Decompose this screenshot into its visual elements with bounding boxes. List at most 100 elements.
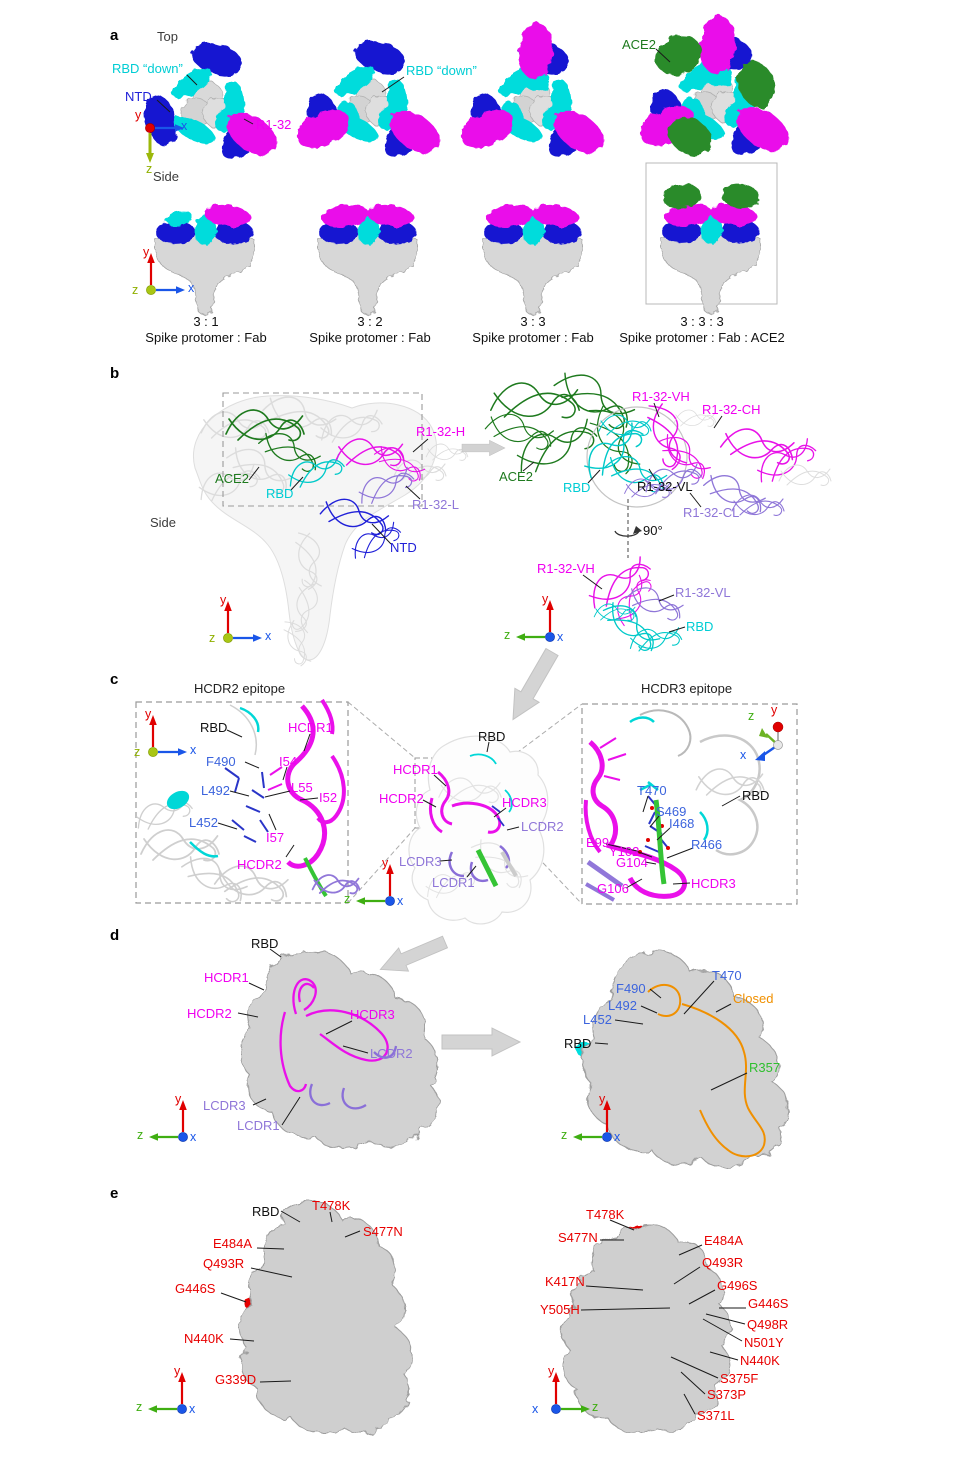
- label-b-vl-rot: R1-32-VL: [675, 585, 731, 600]
- axes-panel-e-left: [146, 1370, 188, 1415]
- label-e2-s373p: S373P: [707, 1387, 747, 1402]
- label-e2-k417n: K417N: [545, 1274, 585, 1289]
- label-e2-e484a: E484A: [704, 1233, 744, 1248]
- label-cm-rbd: RBD: [478, 729, 506, 744]
- label-ace2: ACE2: [622, 37, 656, 52]
- label-e2-y505h: Y505H: [540, 1302, 580, 1317]
- label-b-cl: R1-32-CL: [683, 505, 740, 520]
- axis-x-label: x: [190, 1130, 197, 1144]
- label-b-vh: R1-32-VH: [632, 389, 690, 404]
- axis-z-label: z: [132, 283, 139, 297]
- label-b-r1-32-h: R1-32-H: [416, 424, 466, 439]
- label-b-vh-rot: R1-32-VH: [537, 561, 595, 576]
- label-d-r357: R357: [749, 1060, 781, 1075]
- label-b-r1-32-l: R1-32-L: [412, 497, 459, 512]
- label-c3-g106: G106: [597, 881, 629, 896]
- view-label-side: Side: [153, 169, 180, 184]
- label-b-vl: R1-32-VL: [637, 479, 693, 494]
- faint-ribbon-zoom: [673, 409, 832, 486]
- axis-z-label: z: [748, 709, 755, 723]
- panel-a-graphics: [128, 0, 799, 316]
- label-d-hcdr2: HCDR2: [187, 1006, 232, 1021]
- label-c2-hcdr2: HCDR2: [237, 857, 282, 872]
- caption-ratio-3: 3 : 3: [520, 314, 546, 329]
- axis-y-label: y: [542, 592, 549, 606]
- panel-a-letter: a: [110, 27, 119, 44]
- axis-z-label: z: [146, 162, 153, 176]
- label-e-g339d: G339D: [215, 1372, 257, 1387]
- label-b-ace2-zoom: ACE2: [499, 469, 533, 484]
- spike-side-view-3-1: [153, 201, 257, 316]
- label-e-s477n: S477N: [363, 1224, 403, 1239]
- axes-3d-hcdr3-box: [755, 721, 784, 761]
- arrow-d-left-to-right: [441, 1027, 521, 1057]
- label-c2-rbd: RBD: [200, 720, 228, 735]
- axis-z-label: z: [134, 745, 141, 759]
- label-d-l452: L452: [583, 1012, 612, 1027]
- axis-y-label: y: [135, 108, 142, 122]
- axes-panel-b-left: [222, 599, 264, 644]
- label-c3-e99: E99: [586, 835, 610, 850]
- label-e-rbd: RBD: [252, 1204, 280, 1219]
- axis-z-label: z: [561, 1128, 568, 1142]
- label-d-f490: F490: [616, 981, 646, 996]
- axis-z-label: z: [137, 1128, 144, 1142]
- green-strand-right: [653, 799, 667, 885]
- label-c2-hcdr1: HCDR1: [288, 720, 333, 735]
- panel-e-leader-lines: [220, 1210, 746, 1415]
- axis-x-label: x: [557, 630, 564, 644]
- caption-ratio-2: 3 : 2: [357, 314, 383, 329]
- epitope-sticks-right: [644, 795, 669, 853]
- label-d-hcdr1: HCDR1: [204, 970, 249, 985]
- label-e2-t478k: T478K: [586, 1207, 625, 1222]
- label-d-l492: L492: [608, 998, 637, 1013]
- axis-x-label: x: [740, 748, 747, 762]
- axes-panel-d-left: [147, 1098, 189, 1143]
- label-b-ch: R1-32-CH: [702, 402, 761, 417]
- view-label-top: Top: [157, 29, 178, 44]
- axis-z-label: z: [504, 628, 511, 642]
- panel-c-leader-lines: [217, 729, 741, 889]
- panel-d-leader-lines: [237, 948, 748, 1126]
- green-arrow-strand: [475, 848, 499, 888]
- label-c2-l452: L452: [189, 815, 218, 830]
- label-c2-i57: I57: [266, 830, 285, 845]
- label-ntd: NTD: [125, 89, 152, 104]
- interface-circle: [586, 406, 688, 508]
- axes-hcdr2-box: [147, 713, 189, 758]
- arrow-b-left-to-zoom: [461, 440, 506, 456]
- caption-ratio-1: 3 : 1: [193, 314, 219, 329]
- label-b-rbd: RBD: [266, 486, 294, 501]
- axis-x-label: x: [265, 629, 272, 643]
- axes-overview: [354, 862, 396, 907]
- panel-e-graphics: [146, 1200, 746, 1434]
- label-e2-s371l: S371L: [697, 1408, 735, 1423]
- label-e2-g446s: G446S: [748, 1296, 789, 1311]
- panel-e-letter: e: [110, 1185, 119, 1202]
- title-hcdr3-epitope: HCDR3 epitope: [641, 681, 733, 696]
- label-e-g446s: G446S: [175, 1281, 216, 1296]
- spike-ribbon-silhouette: [193, 395, 437, 661]
- caption-desc-1: Spike protomer : Fab: [145, 330, 267, 345]
- spike-top-view-3-2: [280, 35, 450, 175]
- arrow-c-to-d: [375, 929, 451, 982]
- label-c2-f490: F490: [206, 754, 236, 769]
- hcdr3-magenta-ribbon: [583, 737, 687, 899]
- label-e2-g496s: G496S: [717, 1278, 758, 1293]
- axis-y-label: y: [143, 245, 150, 259]
- label-b-ntd: NTD: [390, 540, 417, 555]
- overview-structure: [408, 735, 549, 925]
- zoom-region-box: [222, 392, 423, 507]
- label-d-rbd-2: RBD: [564, 1036, 592, 1051]
- green-strand: [303, 857, 328, 898]
- label-d-hcdr3: HCDR3: [350, 1007, 395, 1022]
- hcdr2-epitope-box: [135, 701, 349, 904]
- axis-y-label: y: [599, 1092, 606, 1106]
- label-e-n440k: N440K: [184, 1331, 224, 1346]
- label-cm-hcdr3: HCDR3: [502, 795, 547, 810]
- label-cm-lcdr2: LCDR2: [521, 819, 564, 834]
- axis-y-label: y: [771, 703, 778, 717]
- label-e2-n501y: N501Y: [744, 1335, 784, 1350]
- axis-z-label: z: [344, 892, 351, 906]
